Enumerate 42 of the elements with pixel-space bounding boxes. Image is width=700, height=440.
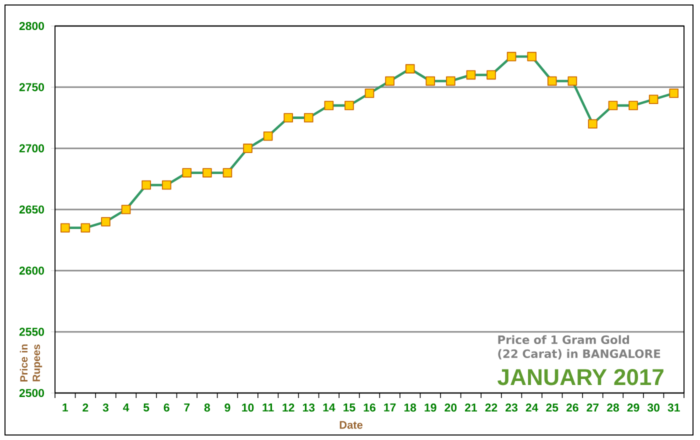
x-tick-label: 2 [82,404,88,412]
text: Price of 1 Gram Gold (22 Carat) in BANGALORE [498,335,660,360]
y-tick-label: 2550 [19,328,44,336]
x-tick-label: 15 [344,404,356,412]
y-tick-label: 2700 [19,144,44,152]
x-tick-label: 13 [302,404,315,412]
x-tick-label: 11 [262,404,274,412]
x-tick-label: 5 [143,404,150,412]
x-tick-label: 12 [282,404,294,412]
x-tick-label: 8 [204,404,210,412]
y-tick-label: 2800 [19,22,44,30]
x-tick-label: 29 [627,404,640,412]
x-tick-label: 23 [506,404,518,412]
text: JANUARY 2017 [498,369,664,386]
y-tick-label: 2750 [19,83,44,92]
x-tick-label: 22 [485,404,498,412]
y-tick-label: 2500 [19,388,44,398]
x-tick-label: 27 [586,404,599,412]
x-tick-label: 7 [184,404,190,412]
x-tick-label: 24 [526,404,538,412]
x-tick-label: 20 [444,404,457,412]
x-tick-label: 31 [668,404,680,412]
x-tick-label: 3 [102,404,108,412]
x-axis-title: Date [340,421,362,429]
x-tick-label: 16 [364,404,376,412]
x-tick-label: 18 [404,404,416,412]
x-tick-label: 10 [242,404,254,412]
x-tick-label: 14 [323,404,336,412]
x-tick-label: 6 [164,404,170,412]
y-tick-label: 2600 [19,266,44,275]
y-tick-label: 2650 [19,205,44,214]
y-axis-title: Price in Rupees [20,344,42,382]
x-tick-label: 21 [464,404,477,412]
x-tick-label: 25 [546,404,558,412]
x-tick-label: 4 [123,404,130,412]
x-tick-label: 17 [384,404,396,412]
x-tick-label: 30 [647,404,660,412]
x-tick-label: 28 [607,404,620,412]
x-tick-label: 26 [566,404,578,412]
x-tick-label: 19 [424,404,436,412]
x-tick-label: 1 [62,404,68,412]
x-tick-label: 9 [224,404,230,412]
